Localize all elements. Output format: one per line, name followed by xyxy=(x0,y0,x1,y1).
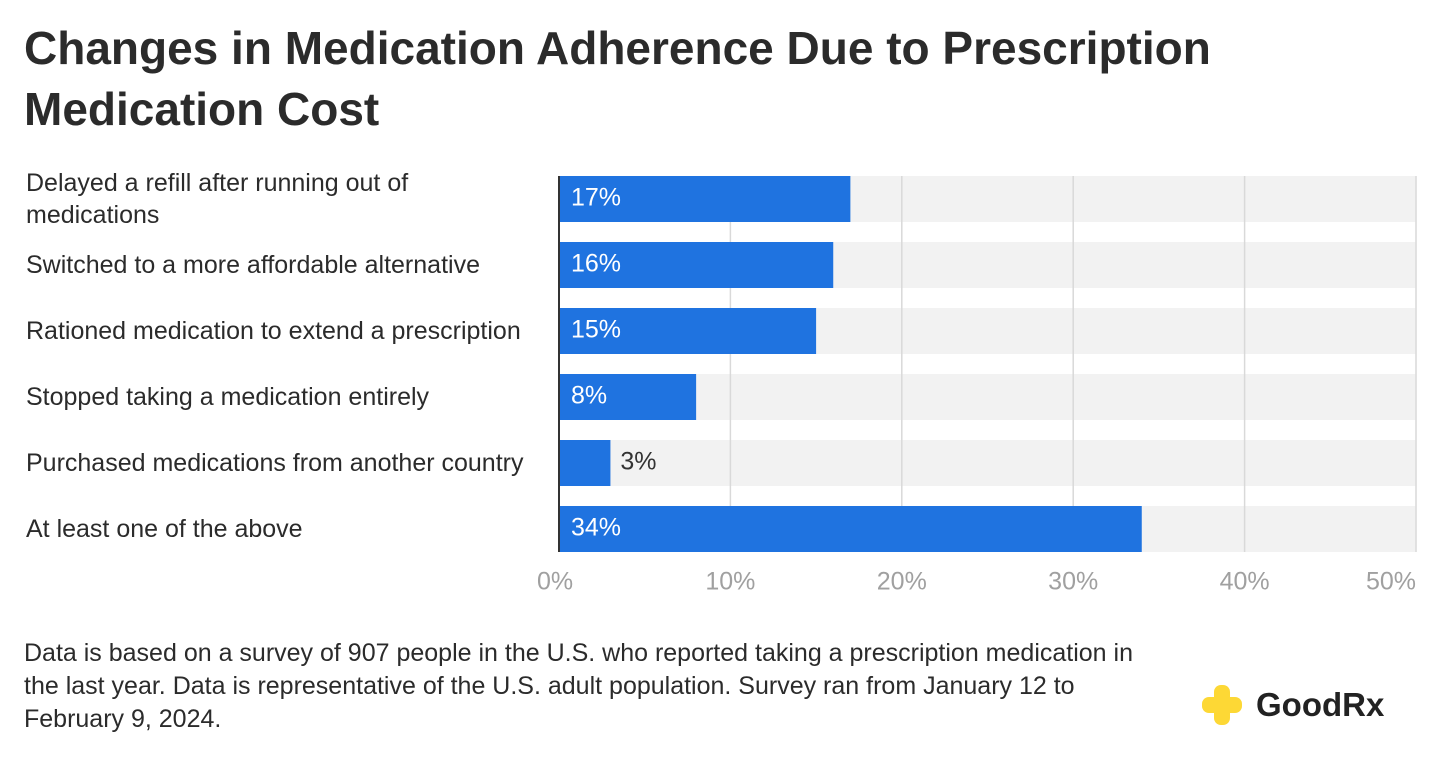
category-label: Switched to a more affordable alternativ… xyxy=(26,251,480,279)
category-label: Purchased medications from another count… xyxy=(26,449,524,477)
logo-text: GoodRx xyxy=(1256,686,1385,723)
x-tick-label: 20% xyxy=(877,568,927,596)
x-tick-label: 50% xyxy=(1366,568,1416,596)
data-label: 17% xyxy=(571,184,621,212)
bar xyxy=(559,308,817,354)
category-label: At least one of the above xyxy=(26,515,303,543)
category-label: Stopped taking a medication entirely xyxy=(26,383,430,411)
bar xyxy=(559,374,697,420)
bar xyxy=(559,176,851,222)
bar xyxy=(559,242,834,288)
row-band xyxy=(559,374,1416,420)
x-tick-label: 10% xyxy=(705,568,755,596)
x-tick-label: 0% xyxy=(537,568,573,596)
logo-icon xyxy=(1202,685,1242,725)
data-label: 15% xyxy=(571,316,621,344)
x-tick-label: 30% xyxy=(1048,568,1098,596)
bar xyxy=(559,506,1142,552)
footnote: Data is based on a survey of 907 people … xyxy=(24,639,1133,733)
data-label: 16% xyxy=(571,250,621,278)
row-band xyxy=(559,440,1416,486)
category-label: Rationed medication to extend a prescrip… xyxy=(26,317,521,345)
data-label: 34% xyxy=(571,514,621,542)
data-label: 3% xyxy=(620,448,656,476)
chart-title: Changes in Medication Adherence Due to P… xyxy=(24,22,1211,135)
data-label: 8% xyxy=(571,382,607,410)
x-tick-label: 40% xyxy=(1220,568,1270,596)
bar xyxy=(559,440,611,486)
category-label: Delayed a refill after running out of me… xyxy=(26,169,409,229)
